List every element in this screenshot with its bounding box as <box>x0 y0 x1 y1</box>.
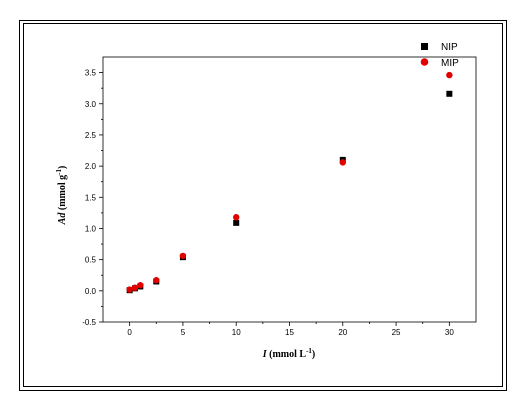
y-tick-label: 3.5 <box>85 69 97 78</box>
data-point-mip <box>137 282 144 289</box>
y-ticks: -0.5 0.0 0.5 1.0 1.5 2.0 2.5 3.0 3.5 <box>82 69 103 327</box>
x-ticks: 0 5 10 15 20 25 30 <box>127 322 454 337</box>
figure-frame-outer <box>19 20 507 391</box>
y-tick-label: 2.5 <box>85 131 97 140</box>
data-point-mip <box>126 286 133 293</box>
x-tick-label: 5 <box>181 328 186 337</box>
data-point-mip <box>153 277 160 284</box>
data-point-mip <box>131 284 139 291</box>
y-tick-label: 0.5 <box>85 256 97 265</box>
x-tick-label: 15 <box>285 328 294 337</box>
x-tick-label: 0 <box>127 328 132 337</box>
y-axis-symbol: Ad <box>57 212 68 226</box>
legend-label-mip: MIP <box>441 58 459 69</box>
legend-label-nip: NIP <box>441 42 458 53</box>
y-axis-title: Ad (mmol g-1) <box>55 166 68 226</box>
figure-frame-inner <box>23 23 503 387</box>
x-tick-label: 10 <box>232 328 241 337</box>
y-axis-unit: (mmol g <box>57 175 68 213</box>
y-axis-close: ) <box>57 166 68 169</box>
x-axis-unit: (mmol L <box>267 349 307 360</box>
x-axis-title: I (mmol L-1) <box>262 347 316 360</box>
data-points <box>126 71 453 294</box>
legend-marker-mip <box>420 58 429 66</box>
y-axis-unit-sup: -1 <box>55 169 63 175</box>
data-point-mip <box>179 252 187 260</box>
y-tick-label: 1.0 <box>85 224 97 233</box>
y-tick-label: 2.0 <box>85 162 97 171</box>
x-tick-label: 20 <box>338 328 347 337</box>
x-axis-unit-sup: -1 <box>306 347 312 355</box>
x-axis-close: ) <box>312 349 315 360</box>
x-tick-label: 30 <box>445 328 454 337</box>
x-axis-symbol: I <box>262 349 268 360</box>
data-point-nip <box>233 219 240 226</box>
y-tick-label: -0.5 <box>82 318 96 327</box>
y-tick-label: 1.5 <box>85 193 97 202</box>
data-point-mip <box>446 71 453 79</box>
data-point-mip <box>233 214 240 221</box>
data-point-mip <box>339 159 346 166</box>
legend-marker-nip <box>421 43 428 50</box>
legend: NIP MIP <box>420 42 459 69</box>
x-tick-label: 25 <box>392 328 401 337</box>
y-tick-label: 3.0 <box>85 100 97 109</box>
data-point-nip <box>446 90 453 97</box>
y-tick-label: 0.0 <box>85 287 97 296</box>
